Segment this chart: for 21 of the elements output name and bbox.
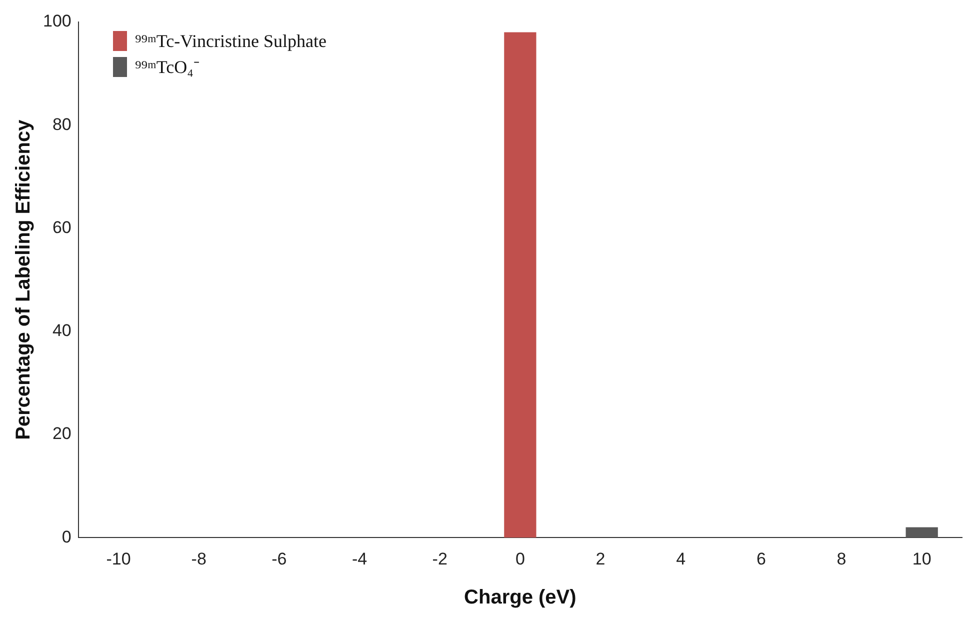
x-tick-label: -2 (432, 549, 448, 568)
x-tick-label: 8 (836, 549, 846, 568)
legend-label: ⁹⁹ᵐTc-Vincristine Sulphate (135, 30, 326, 53)
x-tick-label: 10 (912, 549, 932, 568)
y-tick-label: 60 (52, 218, 72, 237)
x-tick-label: 0 (515, 549, 525, 568)
y-axis-title: Percentage of Labeling Efficiency (12, 118, 35, 440)
x-tick-label: 6 (756, 549, 766, 568)
y-tick-label: 100 (42, 12, 72, 31)
y-tick-label: 80 (52, 114, 72, 134)
x-tick-label: -4 (352, 549, 368, 568)
legend-label: ⁹⁹ᵐTcO₄⁻ (135, 56, 200, 79)
x-tick-label: -6 (272, 549, 287, 568)
y-tick-label: 20 (52, 424, 72, 444)
y-tick-label: 0 (62, 527, 72, 546)
x-axis-title: Charge (eV) (464, 586, 576, 609)
x-tick-label: -10 (106, 549, 131, 568)
x-tick-label: -8 (191, 549, 206, 568)
y-tick-label: 40 (52, 321, 72, 340)
x-tick-label: 4 (676, 549, 686, 568)
x-tick-label: 2 (596, 549, 606, 568)
